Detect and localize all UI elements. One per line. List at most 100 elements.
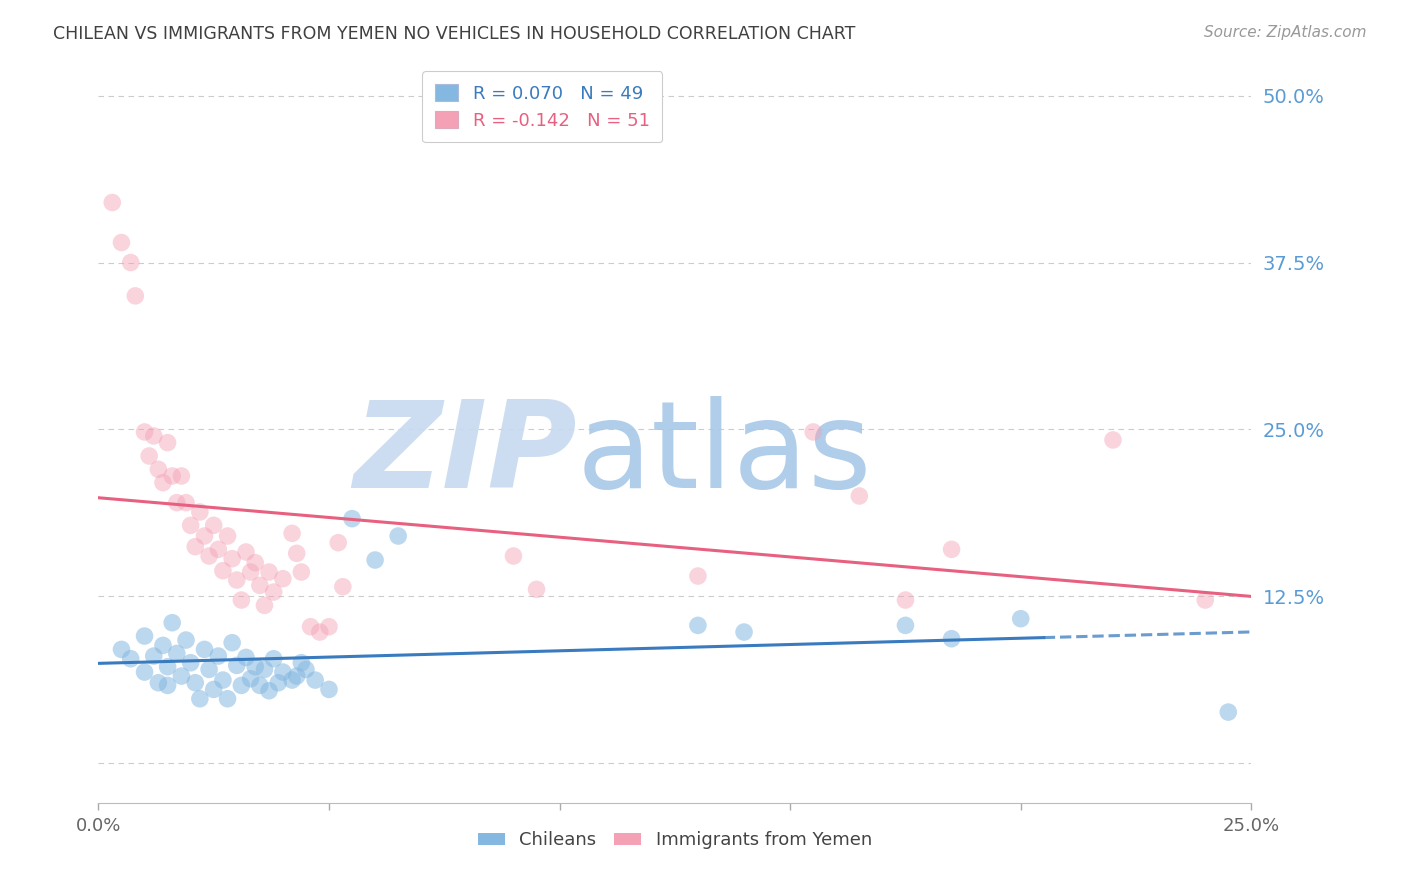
Point (202, 518, 225, 533)
Point (180, 518, 202, 533)
Point (166, 496, 188, 510)
Point (253, 662, 276, 676)
Point (142, 429, 165, 443)
Point (235, 650, 257, 665)
Point (271, 572, 294, 586)
Point (110, 235, 132, 250)
Point (134, 425, 156, 439)
Point (239, 672, 262, 686)
Point (941, 542, 963, 557)
Point (249, 678, 271, 692)
Point (170, 669, 193, 683)
Point (156, 435, 179, 450)
Point (180, 656, 202, 670)
Point (120, 255, 142, 269)
Point (281, 673, 304, 687)
Point (733, 625, 755, 640)
Point (299, 620, 322, 634)
Point (686, 569, 709, 583)
Point (221, 551, 243, 566)
Point (263, 651, 285, 665)
Point (328, 535, 350, 549)
Point (221, 636, 243, 650)
Point (184, 540, 207, 554)
Point (166, 647, 188, 661)
Point (257, 683, 280, 698)
Point (318, 682, 340, 697)
Point (152, 639, 174, 653)
Point (217, 529, 239, 543)
Point (1218, 705, 1240, 719)
Point (101, 195, 124, 210)
Point (387, 529, 409, 543)
Point (1194, 593, 1216, 607)
Point (245, 556, 267, 570)
Point (941, 632, 963, 646)
Point (295, 662, 318, 676)
Text: ZIP: ZIP (353, 396, 576, 513)
Point (249, 578, 271, 592)
Point (225, 658, 247, 673)
Point (160, 615, 183, 630)
Point (364, 553, 387, 567)
Point (193, 642, 215, 657)
Point (848, 489, 870, 503)
Point (231, 678, 253, 692)
Point (160, 469, 183, 483)
Point (526, 582, 548, 597)
Point (245, 659, 267, 673)
Text: CHILEAN VS IMMIGRANTS FROM YEMEN NO VEHICLES IN HOUSEHOLD CORRELATION CHART: CHILEAN VS IMMIGRANTS FROM YEMEN NO VEHI… (53, 25, 856, 43)
Point (148, 675, 170, 690)
Point (894, 618, 917, 632)
Point (207, 542, 229, 557)
Point (142, 648, 165, 663)
Point (1010, 612, 1032, 626)
Point (894, 593, 917, 607)
Point (170, 469, 193, 483)
Point (271, 665, 294, 679)
Point (225, 573, 247, 587)
Point (198, 662, 221, 676)
Point (502, 549, 524, 563)
Point (156, 678, 179, 692)
Point (193, 529, 215, 543)
Point (174, 633, 197, 648)
Point (239, 565, 262, 579)
Point (124, 289, 146, 303)
Point (156, 659, 179, 673)
Point (212, 564, 235, 578)
Point (1102, 433, 1125, 447)
Point (217, 691, 239, 706)
Point (686, 618, 709, 632)
Point (290, 565, 312, 579)
Point (138, 449, 160, 463)
Point (174, 496, 197, 510)
Point (801, 425, 824, 439)
Text: Source: ZipAtlas.com: Source: ZipAtlas.com (1204, 25, 1367, 40)
Point (281, 526, 304, 541)
Point (188, 505, 211, 519)
Point (318, 620, 340, 634)
Legend: Chileans, Immigrants from Yemen: Chileans, Immigrants from Yemen (471, 824, 879, 856)
Text: atlas: atlas (576, 396, 873, 513)
Point (235, 545, 257, 559)
Point (198, 549, 221, 563)
Point (188, 691, 211, 706)
Point (207, 648, 229, 663)
Point (340, 511, 363, 525)
Point (308, 625, 330, 640)
Point (285, 669, 308, 683)
Point (184, 675, 207, 690)
Point (134, 665, 156, 679)
Point (304, 673, 326, 687)
Point (231, 593, 253, 607)
Point (212, 673, 235, 687)
Point (253, 599, 276, 613)
Point (134, 629, 156, 643)
Point (267, 675, 290, 690)
Point (148, 462, 170, 476)
Point (110, 642, 132, 657)
Point (257, 565, 280, 579)
Point (332, 580, 354, 594)
Point (263, 585, 285, 599)
